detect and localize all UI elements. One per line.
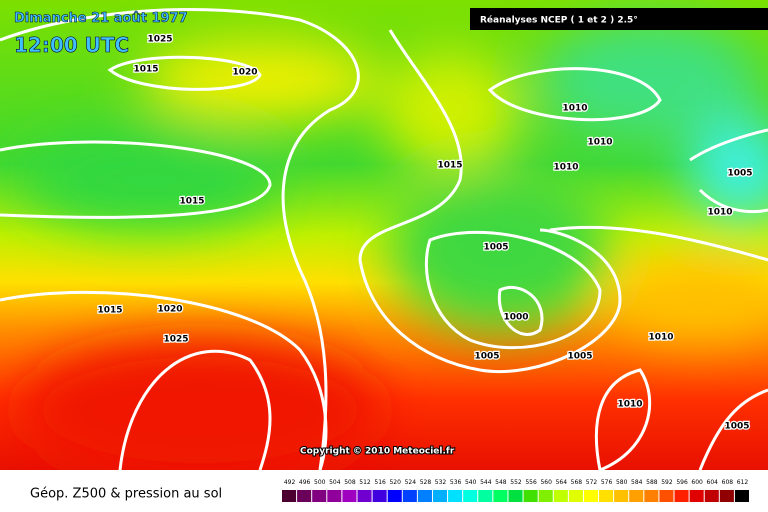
scale-label: 524 <box>405 479 417 486</box>
scale-swatch <box>372 490 387 502</box>
scale-label: 528 <box>420 479 432 486</box>
isobar-label: 1025 <box>147 35 172 45</box>
scale-swatch <box>357 490 372 502</box>
scale-swatch <box>387 490 402 502</box>
isobar-label: 1015 <box>97 306 122 316</box>
scale-label: 592 <box>661 479 673 486</box>
isobars <box>0 8 768 472</box>
scale-swatch <box>719 490 734 502</box>
isobar-label: 1005 <box>483 243 508 253</box>
scale-swatch <box>538 490 553 502</box>
scale-label: 520 <box>389 479 401 486</box>
scale-label: 512 <box>359 479 371 486</box>
scale-label: 584 <box>631 479 643 486</box>
copyright: Copyright © 2010 Meteociel.fr <box>300 447 455 457</box>
isobar-label: 1010 <box>707 208 732 218</box>
scale-swatch <box>297 490 312 502</box>
scale-swatch <box>478 490 493 502</box>
scale-swatch <box>553 490 568 502</box>
isobar-label: 1015 <box>133 65 158 75</box>
scale-label: 596 <box>676 479 688 486</box>
scale-swatch <box>523 490 538 502</box>
isobar-label: 1010 <box>617 400 642 410</box>
scale-swatch <box>417 490 432 502</box>
scale-swatch <box>448 490 463 502</box>
scale-swatch <box>493 490 508 502</box>
scale-label: 532 <box>435 479 447 486</box>
isobar-label: 1020 <box>232 68 257 78</box>
scale-swatch <box>674 490 689 502</box>
scale-label: 544 <box>480 479 492 486</box>
scale-swatch <box>568 490 583 502</box>
isobar-label: 1025 <box>163 335 188 345</box>
scale-swatch <box>463 490 478 502</box>
scale-label: 588 <box>646 479 658 486</box>
scale-label: 564 <box>556 479 568 486</box>
isobar-label: 1010 <box>562 104 587 114</box>
scale-swatch <box>312 490 327 502</box>
scale-label: 500 <box>314 479 326 486</box>
scale-label: 600 <box>691 479 703 486</box>
scale-swatch <box>599 490 614 502</box>
source-box <box>470 8 768 30</box>
scale-swatch <box>327 490 342 502</box>
scale-label: 536 <box>450 479 462 486</box>
scale-swatch <box>432 490 448 502</box>
isobar-label: 1005 <box>474 352 499 362</box>
scale-swatch <box>342 490 357 502</box>
scale-label: 516 <box>374 479 386 486</box>
date-label: Dimanche 21 août 1977 <box>14 11 188 26</box>
isobar-label: 1015 <box>437 161 462 171</box>
scale-swatch <box>734 490 749 502</box>
scale-label: 556 <box>525 479 537 486</box>
scale-swatch <box>614 490 629 502</box>
source-label: Réanalyses NCEP ( 1 et 2 ) 2.5° <box>480 15 638 26</box>
scale-label: 604 <box>707 479 719 486</box>
field-shading <box>20 20 768 480</box>
footer-title: Géop. Z500 & pression au sol <box>30 487 222 502</box>
scale-label: 508 <box>344 479 356 486</box>
isobar-label: 1015 <box>179 197 204 207</box>
scale-swatch <box>659 490 674 502</box>
scale-label: 560 <box>540 479 552 486</box>
scale-label: 504 <box>329 479 341 486</box>
isobar-label: 1005 <box>727 169 752 179</box>
scale-swatch <box>402 490 417 502</box>
scale-label: 540 <box>465 479 477 486</box>
scale-swatch <box>689 490 704 502</box>
scale-swatch <box>704 490 719 502</box>
scale-swatch <box>508 490 523 502</box>
isobar-label: 1005 <box>724 422 749 432</box>
scale-label: 576 <box>601 479 613 486</box>
scale-swatch <box>282 490 297 502</box>
scale-label: 608 <box>722 479 734 486</box>
scale-label: 612 <box>737 479 749 486</box>
isobar-label: 1020 <box>157 305 182 315</box>
scale-swatch <box>644 490 659 502</box>
scale-swatch <box>583 490 599 502</box>
scale-swatch <box>629 490 644 502</box>
scale-label: 580 <box>616 479 628 486</box>
scale-label: 572 <box>586 479 598 486</box>
isobar-label: 1010 <box>648 333 673 343</box>
scale-label: 492 <box>284 479 296 486</box>
scale-label: 548 <box>495 479 507 486</box>
scale-label: 568 <box>571 479 583 486</box>
scale-label: 552 <box>510 479 522 486</box>
isobar-label: 1010 <box>553 163 578 173</box>
time-label: 12:00 UTC <box>14 33 129 57</box>
scale-label: 496 <box>299 479 311 486</box>
isobar-label: 1000 <box>503 313 528 323</box>
isobar-label: 1005 <box>567 352 592 362</box>
isobar-label: 1010 <box>587 138 612 148</box>
